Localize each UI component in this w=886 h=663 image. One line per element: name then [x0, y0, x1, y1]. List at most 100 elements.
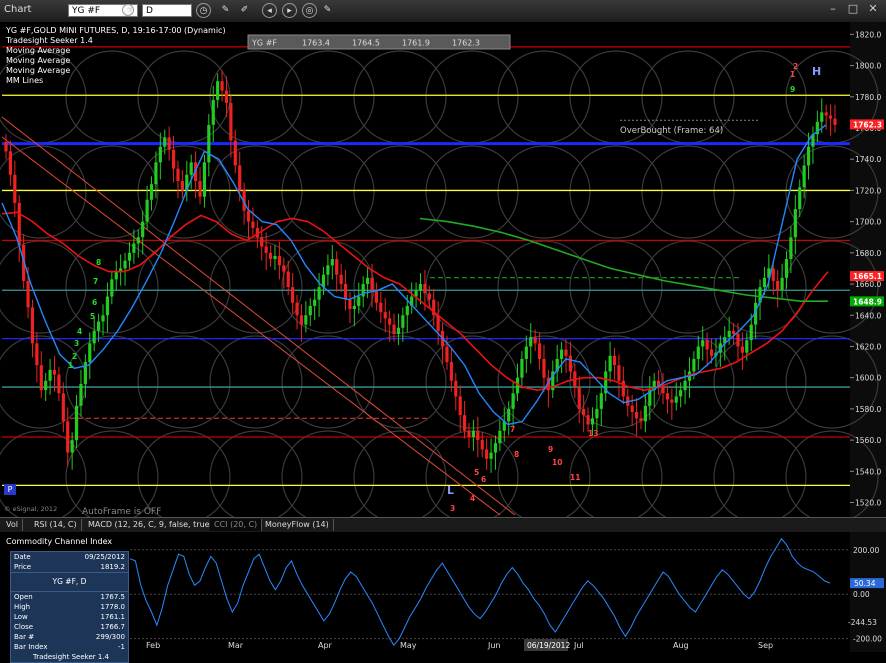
candle-body [101, 315, 105, 322]
month-label: Sep [758, 641, 773, 650]
candle-body [542, 358, 546, 378]
seeker-label: 2 [72, 352, 77, 361]
frame-circle [785, 145, 879, 239]
candle-body [110, 279, 114, 297]
edit-icon[interactable]: ✎ [323, 5, 332, 15]
candle-body [30, 307, 35, 344]
candle-body [489, 452, 493, 459]
maximize-icon[interactable]: □ [847, 2, 859, 15]
tab-rsi[interactable]: RSI (14, C) [30, 519, 82, 531]
candle-body [335, 259, 339, 275]
candle-body [423, 284, 427, 294]
candle-body [260, 237, 264, 247]
candle-body [586, 415, 590, 425]
candle-body [392, 324, 396, 334]
clock-icon[interactable]: ◷ [122, 4, 134, 17]
tab-cci[interactable]: CCI (20, C) [210, 519, 263, 531]
tab-macd[interactable]: MACD (12, 26, C, 9, false, true) [84, 519, 218, 531]
candle-body [238, 165, 242, 191]
data-footer: Tradesight Seeker 1.4 [32, 653, 109, 661]
seeker-label: 7 [510, 425, 515, 434]
y-tick-label: 1600.0 [855, 374, 881, 383]
candle-body [57, 374, 61, 394]
candle-body [255, 227, 259, 238]
candle-body [277, 255, 281, 266]
data-row: Date 09/25/2012 [14, 553, 125, 561]
candle-body [657, 380, 661, 388]
candle-body [705, 340, 709, 350]
candle-body [445, 346, 449, 363]
seeker-label: 8 [514, 450, 519, 459]
candle-body [828, 115, 833, 119]
pencil-icon[interactable]: ✐ [240, 5, 249, 15]
candle-body [220, 81, 224, 91]
month-label: Jun [487, 641, 501, 650]
data-row: Bar #299/300 [14, 633, 125, 641]
candle-body [352, 305, 356, 310]
data-row: High 1778.0 [14, 603, 125, 611]
candle-body [612, 355, 617, 366]
y-tick-label: 1680.0 [855, 249, 881, 258]
candle-body [833, 118, 837, 125]
candle-body [224, 90, 229, 104]
candle-body [92, 330, 96, 344]
data-row: Price 1819.2 [14, 563, 125, 571]
play-icon[interactable]: ▸ [282, 3, 297, 18]
seeker-label: 5 [90, 312, 95, 321]
price-label: 1648.9 [853, 297, 882, 306]
candle-body [123, 260, 127, 269]
candle-body [723, 337, 727, 344]
indicator-axis [850, 532, 886, 652]
close-icon[interactable]: ✕ [868, 2, 878, 15]
frame-circle [209, 335, 303, 429]
clock-icon[interactable]: ◷ [196, 3, 211, 18]
candle-body [326, 265, 330, 275]
candle-body [379, 302, 383, 313]
frame-circle [569, 335, 663, 429]
candle-body [149, 184, 154, 200]
candle-body [13, 174, 17, 203]
y-tick-label: 1520.0 [855, 499, 881, 508]
candle-body [154, 162, 158, 185]
seeker-label: H [812, 65, 821, 78]
candle-body [511, 393, 515, 409]
symbol-input[interactable]: YG #F [68, 4, 138, 17]
date-highlight: 06/19/2012 [527, 641, 570, 650]
candle-body [498, 430, 502, 444]
candle-body [343, 284, 348, 300]
cci-chart[interactable]: 200.00 0.00 -200.00 50.34 -244.53 Feb Mar Apr Ma… [0, 532, 886, 652]
seeker-label: 9 [790, 85, 795, 94]
minimize-icon[interactable]: – [830, 2, 836, 15]
candle-body [339, 274, 343, 285]
candle-body [167, 137, 171, 150]
candle-body [410, 296, 414, 306]
price-chart[interactable]: YG #F 1763.4 1764.5 1761.9 1762.3 OverBought … [0, 22, 886, 517]
frame-circle [713, 430, 807, 517]
candle-body [784, 259, 789, 278]
autoframe-label: AutoFrame is OFF [82, 507, 161, 517]
interval-input[interactable]: D [142, 4, 192, 17]
seeker-label: 4 [77, 327, 82, 336]
seeker-label: 5 [474, 468, 479, 477]
frame-circle [353, 430, 447, 517]
frame-circle [497, 145, 591, 239]
back-icon[interactable]: ◂ [262, 3, 277, 18]
data-window: Date 09/25/2012 Price 1819.2 YG #F, D Open… [10, 551, 129, 663]
candle-body [524, 346, 528, 359]
seeker-label: 3 [450, 504, 455, 513]
candle-body [546, 377, 550, 391]
candle-body [383, 312, 387, 319]
candle-body [26, 280, 30, 308]
candle-body [185, 174, 189, 191]
tab-vol[interactable]: Vol [2, 519, 23, 531]
candle-body [643, 405, 647, 422]
study-label: Moving Average [6, 46, 71, 55]
p-marker[interactable]: P [4, 484, 16, 495]
tab-moneyflow[interactable]: MoneyFlow (14) [261, 519, 334, 531]
candle-body [39, 365, 43, 391]
candle-body [471, 430, 476, 437]
indicator-title: Commodity Channel Index [6, 537, 113, 546]
candle-body [348, 299, 352, 310]
draw-icon[interactable]: ✎ [221, 5, 230, 15]
record-icon[interactable]: ◎ [302, 3, 317, 18]
